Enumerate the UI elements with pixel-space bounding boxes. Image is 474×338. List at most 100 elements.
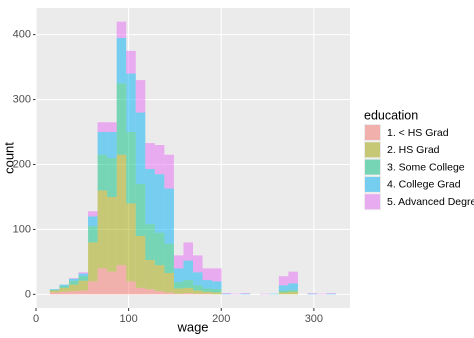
bar bbox=[183, 260, 193, 281]
bar bbox=[240, 293, 251, 294]
bar bbox=[145, 143, 155, 170]
bar bbox=[107, 271, 117, 295]
bar bbox=[145, 289, 155, 295]
bar bbox=[145, 224, 155, 260]
bar bbox=[49, 289, 60, 291]
bar bbox=[135, 235, 146, 288]
bar bbox=[221, 293, 232, 295]
bar bbox=[78, 290, 89, 295]
bar bbox=[78, 272, 89, 274]
bar bbox=[116, 154, 127, 266]
bar bbox=[116, 265, 127, 295]
bar bbox=[269, 293, 279, 295]
bar bbox=[116, 83, 127, 155]
bar bbox=[154, 232, 165, 266]
bar bbox=[326, 293, 337, 294]
bar bbox=[317, 293, 327, 295]
bar bbox=[288, 283, 298, 290]
bar bbox=[135, 80, 146, 113]
bar bbox=[97, 122, 108, 133]
bar bbox=[164, 292, 174, 295]
bar bbox=[145, 259, 155, 290]
bar bbox=[202, 280, 213, 289]
bar bbox=[107, 132, 117, 158]
x-tick-label: 100 bbox=[119, 313, 137, 325]
bar bbox=[288, 291, 298, 295]
bar bbox=[135, 287, 146, 295]
bar bbox=[126, 281, 136, 295]
legend-label: 1. < HS Grad bbox=[387, 127, 449, 139]
bar bbox=[183, 280, 193, 288]
bar bbox=[154, 291, 165, 295]
y-tick-label: 100 bbox=[13, 223, 31, 235]
bar bbox=[49, 289, 60, 290]
bar bbox=[88, 281, 98, 295]
bar bbox=[212, 289, 222, 293]
bar bbox=[193, 272, 203, 286]
bar bbox=[88, 216, 98, 227]
bar bbox=[59, 284, 69, 286]
bar bbox=[212, 292, 222, 295]
bar bbox=[173, 293, 184, 295]
bar bbox=[164, 272, 174, 293]
bar bbox=[88, 242, 98, 282]
bar bbox=[278, 276, 289, 286]
legend-label: 3. Some College bbox=[387, 161, 465, 173]
bar bbox=[278, 292, 289, 295]
y-tick-label: 200 bbox=[13, 158, 31, 170]
bar bbox=[68, 284, 79, 292]
legend-key bbox=[365, 176, 380, 192]
legend-label: 2. HS Grad bbox=[387, 144, 440, 156]
bar bbox=[307, 293, 318, 295]
bar bbox=[135, 183, 146, 236]
bar bbox=[88, 226, 98, 243]
bar bbox=[97, 132, 108, 155]
bar bbox=[193, 255, 203, 273]
legend-title: education bbox=[364, 108, 418, 122]
bar bbox=[164, 188, 174, 244]
bar bbox=[68, 278, 79, 279]
bar bbox=[173, 282, 184, 289]
bar bbox=[193, 293, 203, 295]
bar bbox=[126, 132, 136, 204]
bar bbox=[212, 281, 222, 290]
bar bbox=[135, 112, 146, 184]
bar bbox=[154, 145, 165, 175]
bar bbox=[288, 271, 298, 284]
bar bbox=[49, 292, 60, 295]
y-axis-title: count bbox=[1, 142, 16, 174]
bar bbox=[288, 289, 298, 292]
legend-key bbox=[365, 125, 380, 140]
bar bbox=[107, 196, 117, 272]
legend-label: 4. College Grad bbox=[387, 179, 461, 191]
x-axis-title: wage bbox=[176, 319, 208, 334]
bar bbox=[202, 288, 213, 292]
bar bbox=[221, 293, 232, 294]
bar bbox=[240, 293, 251, 295]
bar bbox=[202, 268, 213, 281]
bar bbox=[68, 278, 79, 281]
bar bbox=[193, 285, 203, 291]
bar bbox=[116, 37, 127, 84]
y-tick-label: 0 bbox=[25, 288, 31, 300]
bar bbox=[49, 290, 60, 293]
bar bbox=[78, 276, 89, 281]
y-tick-label: 300 bbox=[13, 93, 31, 105]
bar bbox=[173, 255, 184, 269]
x-tick-label: 0 bbox=[33, 313, 39, 325]
bar bbox=[107, 122, 117, 133]
bar bbox=[59, 287, 69, 292]
bar bbox=[212, 268, 222, 282]
bar bbox=[307, 293, 318, 294]
legend-key bbox=[365, 159, 380, 175]
bar bbox=[59, 291, 69, 295]
x-tick-label: 200 bbox=[212, 313, 230, 325]
bar bbox=[202, 291, 213, 294]
bar bbox=[97, 154, 108, 191]
bar bbox=[259, 293, 270, 295]
bar bbox=[193, 290, 203, 294]
bar bbox=[164, 154, 174, 189]
legend-key bbox=[365, 142, 380, 158]
bar bbox=[231, 293, 241, 295]
